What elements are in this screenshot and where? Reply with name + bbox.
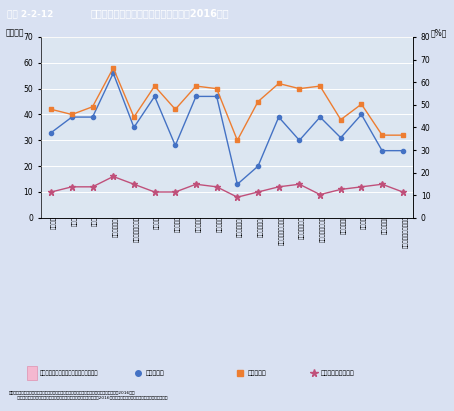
Bar	[170, 173, 181, 218]
Bar	[252, 107, 264, 218]
Text: （参考）非正規雇用労働者比率（右身）: （参考）非正規雇用労働者比率（右身）	[40, 370, 99, 376]
Text: 生活関連サービス業、娯楽業: 生活関連サービス業、娯楽業	[320, 200, 326, 242]
Text: 運輸業、郵便業: 運輸業、郵便業	[175, 210, 181, 232]
Text: 専門・技術サービス業: 専門・技術サービス業	[258, 205, 264, 237]
Bar	[45, 145, 57, 218]
Bar	[87, 164, 98, 218]
Text: 複合サービス事業: 複合サービス事業	[382, 208, 388, 234]
Text: （%）: （%）	[430, 28, 447, 37]
Text: パートタイム労働者: パートタイム労働者	[321, 370, 355, 376]
Text: サービス業（他に分類されないもの）: サービス業（他に分類されないもの）	[403, 193, 409, 248]
Text: 産業別・就業形態別　現金給与総額（2016年）: 産業別・就業形態別 現金給与総額（2016年）	[91, 8, 229, 18]
Text: 熱供給・ガス・水道業: 熱供給・ガス・水道業	[113, 205, 119, 237]
Text: 学術研究、専門・技術サービス業: 学術研究、専門・技術サービス業	[279, 196, 284, 245]
Bar	[66, 182, 78, 218]
Bar	[376, 118, 388, 218]
Text: 製造業: 製造業	[93, 216, 98, 226]
Bar	[356, 155, 367, 218]
Text: 卸売業、小売業: 卸売業、小売業	[196, 210, 202, 232]
Bar	[128, 155, 140, 218]
Text: 金融業、保険業: 金融業、保険業	[217, 210, 222, 232]
Text: 情報通信業: 情報通信業	[155, 212, 160, 229]
FancyBboxPatch shape	[27, 366, 37, 380]
Text: 一般労働者: 一般労働者	[247, 370, 266, 376]
Text: 建設業: 建設業	[72, 216, 78, 226]
Text: 教育、学習支援業: 教育、学習支援業	[341, 208, 346, 234]
Bar	[211, 170, 222, 218]
Text: 医療、福祉: 医療、福祉	[361, 212, 367, 229]
Bar	[294, 139, 305, 218]
Bar	[335, 141, 346, 218]
Text: 宿泊業、飲食サービス業: 宿泊業、飲食サービス業	[299, 203, 305, 239]
Text: 就業形態計: 就業形態計	[145, 370, 164, 376]
Text: 図表 2-2-12: 図表 2-2-12	[7, 9, 53, 18]
Bar	[314, 105, 326, 218]
Text: （万円）: （万円）	[5, 28, 24, 37]
Bar	[273, 195, 284, 218]
Bar	[232, 71, 243, 218]
Bar	[397, 116, 409, 218]
Text: 不動産業、物品賃貸業: 不動産業、物品賃貸業	[237, 205, 243, 237]
Text: 資料：現金給与総額は厉生労働省政策統括官付雇用・賃金給付統計局「毎月勤労統計調査」（2016年）
      非正規雇用労働者比率は総務省統計局「労働力調査（基: 資料：現金給与総額は厉生労働省政策統括官付雇用・賃金給付統計局「毎月勤労統計調査…	[9, 390, 168, 399]
Text: 電気・ガス・熱供給・水道業: 電気・ガス・熱供給・水道業	[134, 200, 139, 242]
Bar	[149, 175, 160, 218]
Bar	[108, 193, 119, 218]
Text: 調査産業計: 調査産業計	[51, 212, 57, 229]
Bar	[190, 173, 202, 218]
